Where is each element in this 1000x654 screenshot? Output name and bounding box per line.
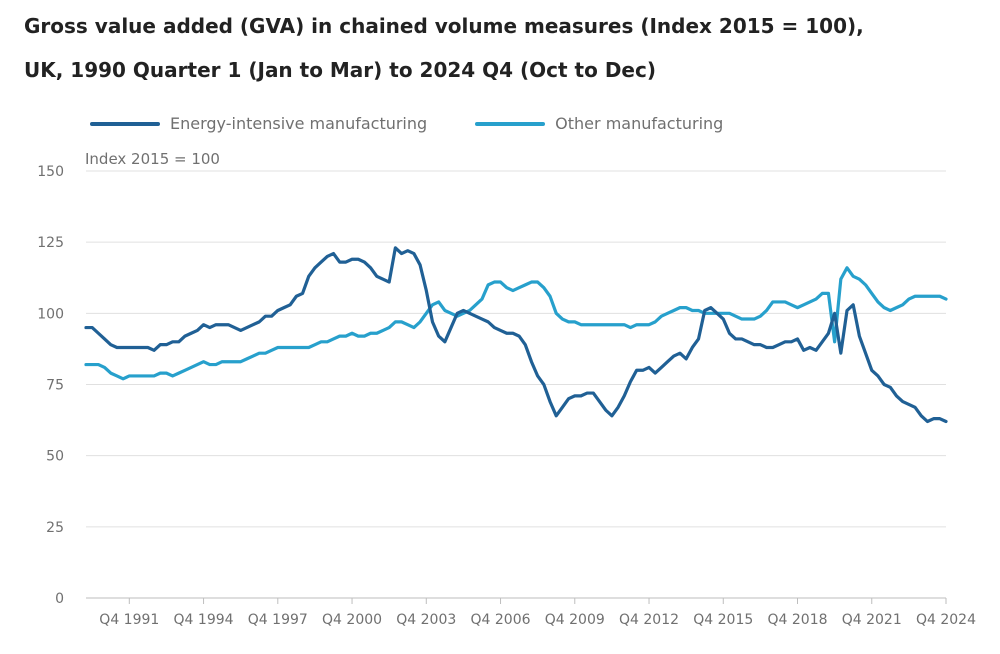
x-tick-label: Q4 1994 <box>174 612 234 628</box>
legend-item-energy[interactable]: Energy-intensive manufacturing <box>90 114 427 133</box>
chart-title-line2: UK, 1990 Quarter 1 (Jan to Mar) to 2024 … <box>24 58 656 82</box>
y-tick-label-0: 0 <box>55 591 64 607</box>
series-lines <box>84 246 948 424</box>
legend-swatch-other <box>475 121 546 126</box>
x-tick-label: Q4 2018 <box>768 612 828 628</box>
legend-swatch-energy <box>90 121 160 126</box>
x-tick-label: Q4 2012 <box>619 612 679 628</box>
x-tick-label: Q4 1997 <box>248 612 308 628</box>
x-tick-label: Q4 2024 <box>916 612 976 628</box>
legend-label-other: Other manufacturing <box>555 114 724 133</box>
x-tick-label: Q4 2003 <box>396 612 456 628</box>
x-axis: Q4 1991 Q4 1994 Q4 1997 Q4 2000 Q4 2003 Q4 20… <box>99 598 976 628</box>
x-tick-label: Q4 2009 <box>545 612 605 628</box>
legend-item-other[interactable]: Other manufacturing <box>475 114 723 133</box>
x-tick-label: Q4 2021 <box>842 612 902 628</box>
x-tick-label: Q4 1991 <box>99 612 159 628</box>
y-tick-label-125: 125 <box>37 235 64 251</box>
y-axis-unit-label: Index 2015 = 100 <box>85 150 220 168</box>
y-tick-label-100: 100 <box>37 306 64 322</box>
y-axis-ticks: 0 25 50 75 100 125 150 <box>37 164 64 607</box>
chart-legend: Energy-intensive manufacturing Other man… <box>90 114 771 133</box>
x-tick-label: Q4 2015 <box>693 612 753 628</box>
series-line-energy-intensive <box>84 246 948 424</box>
series-line-other-manufacturing <box>84 266 948 381</box>
x-tick-label: Q4 2000 <box>322 612 382 628</box>
y-tick-label-75: 75 <box>46 378 64 394</box>
x-tick-label: Q4 2006 <box>471 612 531 628</box>
legend-label-energy: Energy-intensive manufacturing <box>170 114 428 133</box>
gridlines <box>86 170 946 599</box>
y-tick-label-25: 25 <box>46 520 64 536</box>
y-tick-label-150: 150 <box>37 164 64 180</box>
y-tick-label-50: 50 <box>46 449 64 465</box>
chart-title-line1: Gross value added (GVA) in chained volum… <box>24 14 864 38</box>
